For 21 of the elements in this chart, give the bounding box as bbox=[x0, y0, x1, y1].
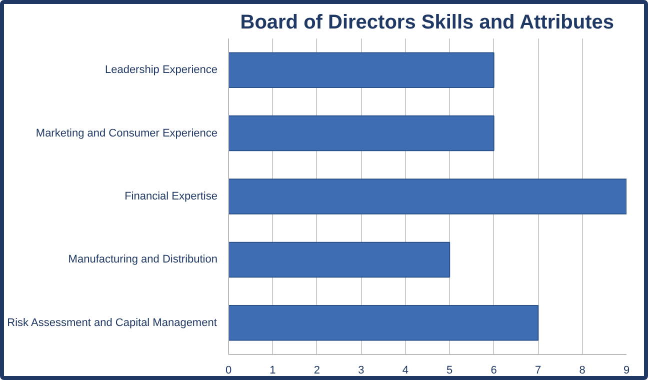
y-tick-label: Manufacturing and Distribution bbox=[68, 254, 218, 266]
y-tick-label: Financial Expertise bbox=[124, 190, 218, 202]
bar bbox=[228, 115, 494, 152]
bar bbox=[228, 52, 494, 88]
bar bbox=[228, 178, 626, 214]
chart-title: Board of Directors Skills and Attributes bbox=[240, 12, 614, 34]
y-tick-label: Risk Assessment and Capital Management bbox=[7, 316, 217, 329]
x-tick-label: 1 bbox=[270, 364, 276, 376]
x-tick-label: 2 bbox=[314, 364, 320, 376]
bar bbox=[228, 242, 450, 278]
x-tick-label: 9 bbox=[623, 364, 630, 376]
x-tick-label: 7 bbox=[534, 364, 542, 376]
x-tick-label: 3 bbox=[358, 364, 364, 376]
x-tick-label: 4 bbox=[402, 364, 408, 376]
x-tick-label: 5 bbox=[446, 364, 453, 376]
x-tick-label: 8 bbox=[579, 364, 586, 376]
x-tick-label: 0 bbox=[225, 364, 232, 376]
bar bbox=[228, 305, 539, 341]
y-tick-label: Marketing and Consumer Experience bbox=[36, 127, 218, 140]
x-tick-label: 6 bbox=[490, 364, 497, 376]
y-tick-label: Leadership Experience bbox=[104, 64, 218, 76]
